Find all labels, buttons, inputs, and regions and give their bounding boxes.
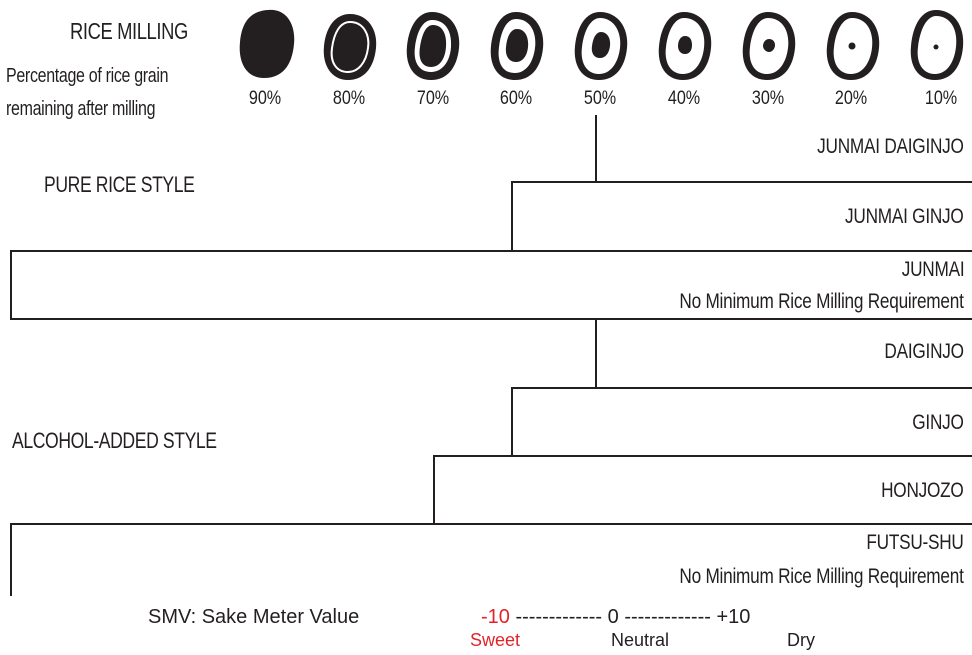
pure-rice-style-label: PURE RICE STYLE [44,172,195,197]
rice-grain-50-icon [574,12,628,80]
rice-grain-10-icon [910,10,964,80]
style-futsu-shu-note: No Minimum Rice Milling Requirement [679,565,964,588]
band-daiginjo: DAIGINJO [595,320,972,389]
rice-grain-icons [239,9,964,80]
smv-label: SMV: Sake Meter Value [148,606,360,628]
milling-label-30: 30% [751,88,785,109]
milling-label-40: 40% [667,88,701,109]
smv-dry: Dry [787,630,815,650]
rice-grain-60-icon [490,12,544,80]
milling-label-10: 10% [924,88,958,109]
style-honjozo: HONJOZO [881,479,965,502]
milling-label-20: 20% [834,88,868,109]
rice-grain-20-icon [826,12,880,80]
smv-scale: -10 ------------- 0 ------------- +10 [481,606,750,629]
style-junmai-note: No Minimum Rice Milling Requirement [679,290,964,313]
rice-grain-90-icon [239,9,295,79]
rice-grain-40-icon [658,12,712,80]
alcohol-added-style-label: ALCOHOL-ADDED STYLE [12,428,217,453]
smv-dashes-left: ------------- [515,606,603,628]
rice-milling-subtitle-1: Percentage of rice grain [6,65,169,87]
style-junmai-ginjo: JUNMAI GINJO [845,205,964,228]
milling-label-50: 50% [583,88,617,109]
band-honjozo: HONJOZO [433,455,972,525]
style-junmai-daiginjo: JUNMAI DAIGINJO [817,135,964,158]
smv-scale-min: -10 [481,606,510,628]
smv-sweet: Sweet [470,630,521,650]
milling-label-80: 80% [332,88,366,109]
smv-scale-max: +10 [716,606,751,628]
milling-label-90: 90% [248,88,282,109]
band-ginjo: GINJO [511,387,972,457]
milling-label-60: 60% [499,88,533,109]
smv-scale-mid: 0 [607,606,619,628]
style-daiginjo: DAIGINJO [884,340,965,363]
band-junmai-ginjo: JUNMAI GINJO [511,181,972,252]
rice-grain-30-icon [742,12,796,80]
style-junmai: JUNMAI [901,258,964,281]
style-ginjo: GINJO [912,411,965,434]
style-futsu-shu: FUTSU-SHU [866,531,965,554]
rice-milling-title: RICE MILLING [70,18,188,44]
band-junmai: JUNMAI No Minimum Rice Milling Requireme… [10,250,972,320]
rice-milling-subtitle-2: remaining after milling [6,98,156,120]
band-junmai-daiginjo: JUNMAI DAIGINJO [595,115,972,183]
milling-label-70: 70% [416,88,450,109]
rice-grain-70-icon [406,12,460,80]
band-futsu-shu: FUTSU-SHU No Minimum Rice Milling Requir… [10,523,972,596]
smv-neutral: Neutral [611,630,670,650]
smv-dashes-right: ------------- [624,606,711,628]
rice-grain-80-icon [323,14,377,80]
